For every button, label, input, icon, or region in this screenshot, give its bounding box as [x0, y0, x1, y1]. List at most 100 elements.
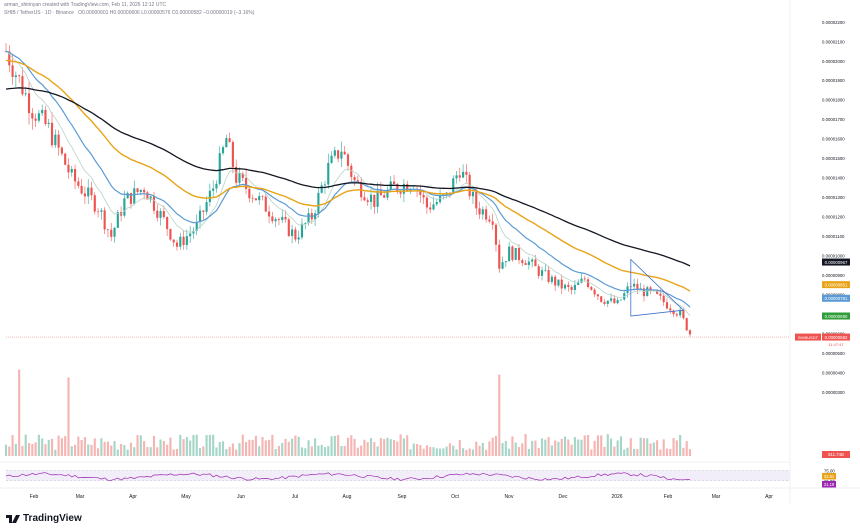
volume-bar — [392, 440, 396, 456]
volume-bar — [636, 449, 639, 456]
volume-bar — [185, 437, 188, 456]
volume-bar — [284, 438, 287, 456]
candle-body — [425, 197, 428, 208]
candle-body — [297, 237, 300, 240]
volume-bar — [169, 437, 172, 456]
candle-body — [672, 310, 675, 315]
volume-bar — [616, 440, 619, 456]
volume-bar — [304, 448, 307, 456]
volume-bar — [396, 441, 399, 456]
y-tick-label: 0.00001100 — [822, 234, 845, 239]
volume-bar — [93, 438, 96, 456]
volume-bar — [343, 446, 346, 456]
volume-bar — [412, 443, 415, 456]
candle-body — [73, 168, 77, 182]
candle-body — [93, 195, 96, 212]
candle-body — [287, 219, 290, 237]
volume-bar — [560, 439, 563, 456]
volume-bar — [422, 448, 425, 456]
volume-bar — [603, 446, 606, 456]
y-tick-label: 0.00001800 — [822, 98, 845, 103]
candle-body — [554, 276, 557, 286]
volume-bar — [172, 449, 175, 456]
candle-body — [261, 196, 264, 197]
volume-bar — [639, 437, 642, 456]
volume-bar — [103, 441, 106, 456]
candle-body — [646, 287, 649, 297]
candle-body — [619, 299, 623, 301]
x-tick-label: 2026 — [611, 494, 622, 500]
candle-body — [570, 286, 573, 290]
candle-body — [106, 229, 110, 231]
volume-bar — [409, 449, 412, 456]
volume-bar — [448, 443, 452, 456]
volume-bar — [97, 448, 100, 456]
candle-body — [291, 229, 294, 237]
volume-bar — [570, 444, 573, 456]
x-tick-label: Mar — [76, 494, 85, 500]
candle-body — [264, 196, 267, 212]
volume-bar — [508, 448, 511, 456]
volume-bar — [34, 442, 37, 456]
candle-body — [284, 216, 287, 220]
volume-bar — [685, 441, 688, 456]
volume-bar — [514, 442, 517, 456]
candle-body — [281, 216, 284, 221]
volume-bar — [356, 447, 359, 456]
candle-body — [215, 183, 218, 189]
volume-bar — [445, 446, 448, 456]
x-tick-label: Dec — [559, 494, 568, 500]
y-tick-label: 0.00000900 — [822, 273, 845, 278]
volume-bar — [113, 440, 116, 456]
x-tick-label: May — [181, 494, 191, 500]
volume-bar — [606, 434, 609, 456]
volume-bar — [439, 448, 442, 456]
volume-bar — [297, 436, 300, 456]
rsi-value-box — [822, 473, 836, 480]
volume-bar — [435, 448, 438, 456]
candle-body — [228, 138, 231, 143]
volume-bar — [54, 449, 57, 456]
volume-bar — [363, 439, 366, 456]
candle-body — [221, 147, 225, 154]
volume-bar — [360, 445, 363, 456]
candle-body — [662, 295, 665, 303]
volume-bar — [323, 447, 327, 456]
candle-body — [304, 223, 307, 224]
tradingview-logo[interactable]: TradingView — [6, 513, 82, 524]
candle-body — [580, 278, 583, 283]
volume-bar — [633, 448, 636, 456]
volume-bar — [100, 438, 103, 456]
candle-body — [87, 187, 90, 197]
volume-bar — [586, 434, 590, 456]
candle-body — [162, 211, 165, 218]
volume-bar — [656, 440, 659, 456]
candle-body — [688, 330, 692, 335]
y-tick-label: 0.00002000 — [822, 59, 845, 64]
candle-body — [323, 184, 327, 186]
volume-bar — [596, 435, 599, 456]
x-tick-label: Sep — [398, 494, 407, 500]
volume-bar — [330, 436, 333, 456]
volume-bar — [44, 444, 47, 456]
candle-body — [590, 287, 593, 290]
symbol-text[interactable]: SHIB / TetherUS · 1D · Binance — [4, 10, 74, 16]
candle-body — [258, 196, 261, 201]
volume-bar — [77, 436, 80, 456]
volume-bar — [333, 435, 336, 456]
volume-bar — [682, 447, 685, 456]
candle-body — [656, 290, 659, 294]
volume-bar — [83, 437, 86, 456]
rsi-value-text: 33.61 — [824, 474, 835, 479]
volume-bar — [300, 447, 304, 456]
candle-body — [116, 212, 119, 228]
candle-body — [212, 188, 215, 191]
candle-body — [501, 262, 504, 269]
candle-body — [333, 150, 336, 156]
candle-body — [31, 113, 34, 119]
candle-body — [330, 155, 333, 163]
volume-bar — [465, 449, 468, 456]
candle-body — [586, 279, 590, 288]
